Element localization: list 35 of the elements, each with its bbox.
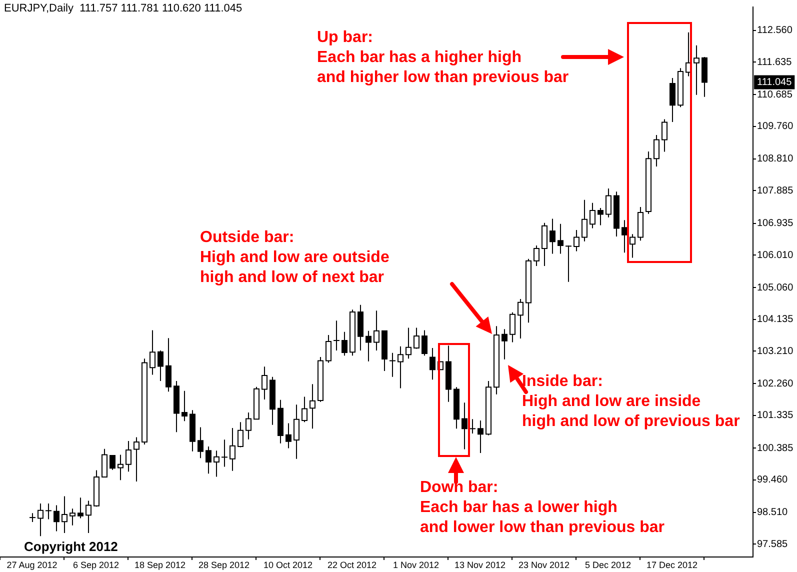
y-tick-label: 109.760 [757,121,794,132]
x-tick-label: 23 Nov 2012 [518,560,570,570]
y-tick-label: 97.585 [757,538,788,550]
y-tick-label: 101.335 [757,410,794,422]
x-tick-label: 17 Dec 2012 [646,560,698,570]
y-tick-label: 110.685 [757,89,793,100]
y-tick-label: 106.010 [757,250,794,261]
y-tick-label: 100.385 [757,442,794,454]
y-tick-label: 102.260 [757,378,794,390]
x-tick-label: 1 Nov 2012 [392,560,440,570]
y-tick-label: 107.885 [757,185,794,196]
y-tick-label: 112.560 [757,25,793,36]
annotation: Down bar: Each bar has a lower high and lower low than previous bar [420,478,664,538]
x-tick-label: 28 Sep 2012 [198,560,250,570]
y-tick-label: 99.460 [757,474,788,486]
x-tick-label: 13 Nov 2012 [454,560,506,570]
y-tick-label: 108.810 [757,154,794,165]
x-tick-label: 5 Dec 2012 [584,560,632,570]
y-tick-label: 103.210 [757,346,794,357]
annotation: Outside bar: High and low are outside high and low of next bar [200,228,390,288]
annotation: Copyright 2012 [24,539,118,554]
x-tick-label: 18 Sep 2012 [134,560,186,570]
text: 111.045 [757,77,792,88]
x-tick-label: 27 Aug 2012 [6,560,58,570]
x-tick-label: 10 Oct 2012 [263,560,313,570]
y-tick-label: 98.510 [757,507,788,518]
chart-title: EURJPY,Daily 111.757 111.781 110.620 111.045 [4,2,242,15]
y-tick-label: 106.935 [757,218,794,230]
annotation: Up bar: Each bar has a higher high and higher low than previous bar [317,28,569,88]
y-tick-label: 111.635 [757,56,792,68]
x-tick-label: 22 Oct 2012 [327,560,377,570]
y-tick-label: 104.135 [757,314,794,326]
annotation: Inside bar: High and low are inside high and low of previous bar [522,372,740,432]
x-tick-label: 6 Sep 2012 [72,560,120,570]
y-tick-label: 105.060 [757,282,794,294]
